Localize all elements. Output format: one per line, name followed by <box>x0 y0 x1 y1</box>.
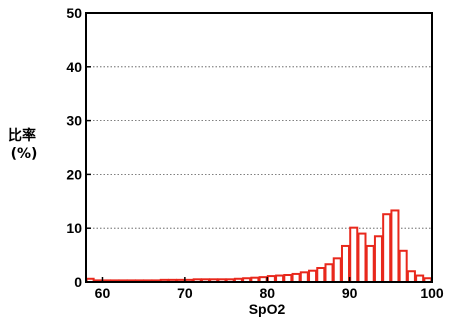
y-tick-label-10: 10 <box>66 220 82 236</box>
grid-lines <box>86 66 432 229</box>
bar-90 <box>349 226 359 284</box>
bar-92 <box>365 244 375 283</box>
bar-85 <box>308 269 318 283</box>
bar-83 <box>291 272 301 283</box>
plot-frame <box>85 12 433 283</box>
bar-93 <box>373 235 383 284</box>
x-tick-label-60: 60 <box>95 285 111 301</box>
bar-82 <box>283 274 293 284</box>
x-tick-label-90: 90 <box>342 285 358 301</box>
y-tick-label-50: 50 <box>66 5 82 21</box>
x-tick-label-80: 80 <box>259 285 275 301</box>
bar-84 <box>299 271 309 284</box>
bar-87 <box>324 263 334 284</box>
bar-86 <box>316 267 326 283</box>
y-tick-label-20: 20 <box>66 166 82 182</box>
bars <box>85 209 433 284</box>
y-axis-label-line-1: 比率 <box>8 127 36 144</box>
x-tick-label-100: 100 <box>420 285 444 301</box>
y-axis-label-line-2: (%) <box>11 146 38 162</box>
axis-ticks: 0 10 20 30 40 50 60 70 80 90 100 <box>66 5 443 301</box>
bar-97 <box>406 270 416 283</box>
y-tick-label-0: 0 <box>74 274 82 290</box>
bar-91 <box>357 232 367 283</box>
bar-96 <box>398 249 408 284</box>
bar-88 <box>332 257 342 284</box>
y-tick-label-30: 30 <box>66 113 82 129</box>
bar-94 <box>382 213 392 284</box>
bar-89 <box>340 244 351 283</box>
x-tick-label-70: 70 <box>177 285 193 301</box>
y-tick-label-40: 40 <box>66 59 82 75</box>
x-axis-label: SpO2 <box>249 301 286 317</box>
bar-95 <box>390 209 400 283</box>
